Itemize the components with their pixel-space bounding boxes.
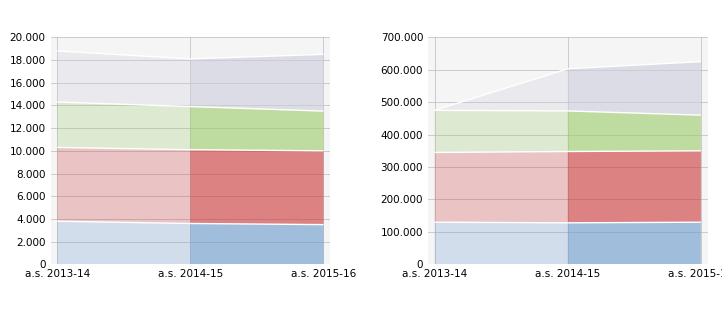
Polygon shape [57, 51, 323, 111]
Polygon shape [435, 110, 701, 152]
Polygon shape [191, 54, 323, 111]
Polygon shape [435, 222, 701, 264]
Polygon shape [57, 221, 323, 264]
Polygon shape [567, 222, 701, 264]
Polygon shape [567, 111, 701, 151]
Polygon shape [567, 151, 701, 223]
Polygon shape [435, 62, 701, 115]
Polygon shape [191, 107, 323, 151]
Polygon shape [57, 147, 323, 225]
Polygon shape [435, 151, 701, 223]
Polygon shape [567, 62, 701, 115]
Polygon shape [57, 102, 323, 151]
Polygon shape [191, 224, 323, 264]
Polygon shape [191, 150, 323, 225]
